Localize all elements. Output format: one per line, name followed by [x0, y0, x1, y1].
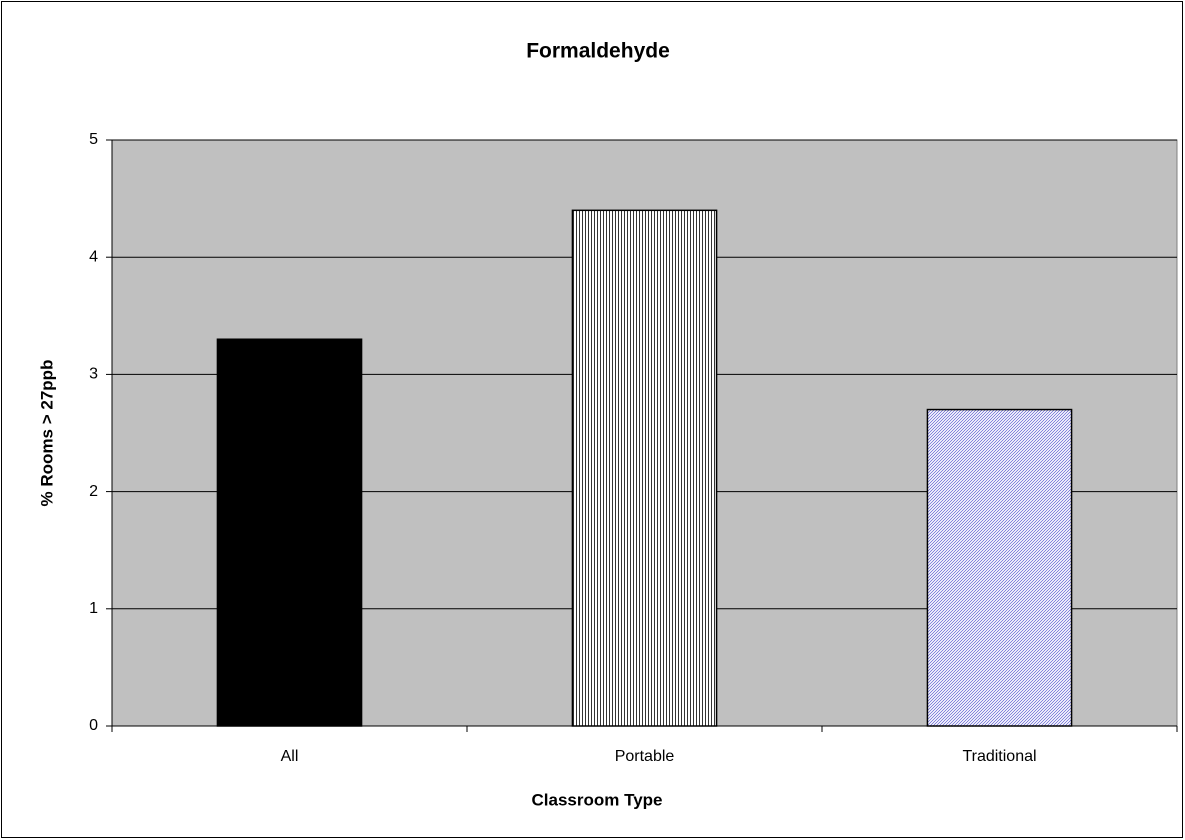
x-tick-label: Portable	[615, 748, 675, 765]
bar	[216, 338, 363, 727]
x-axis-title: Classroom Type	[531, 790, 662, 809]
x-tick-label: Traditional	[962, 748, 1036, 765]
bar	[571, 209, 718, 727]
bar	[926, 408, 1073, 727]
y-tick-label: 5	[89, 131, 98, 148]
x-tick-label: All	[281, 748, 299, 765]
y-tick-label: 2	[89, 483, 98, 500]
y-tick-label: 4	[89, 248, 98, 265]
y-tick-label: 3	[89, 366, 98, 383]
y-axis-title: % Rooms > 27ppb	[37, 360, 56, 507]
chart-title: Formaldehyde	[526, 40, 670, 63]
y-tick-label: 1	[89, 600, 98, 617]
y-tick-label: 0	[89, 717, 98, 734]
